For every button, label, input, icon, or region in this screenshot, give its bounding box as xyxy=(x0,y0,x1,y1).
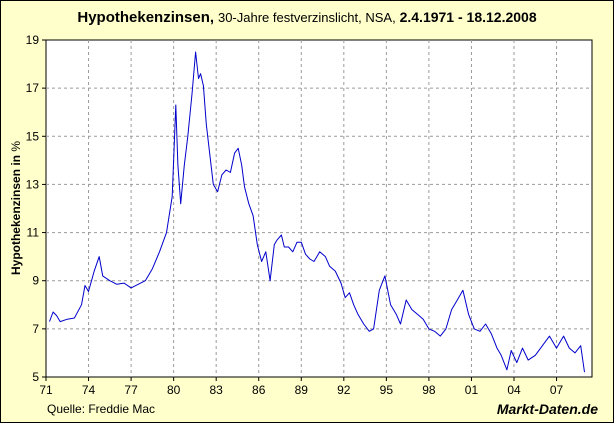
source-note: Quelle: Freddie Mac xyxy=(47,402,156,416)
chart-title-main: Hypothekenzinsen, xyxy=(77,9,215,26)
x-tick-label: 77 xyxy=(124,383,138,397)
axis-ticks: 5 7 9 11 13 15 17 19 71 74 77 80 83 86 89 92 95 98 01 04 07 xyxy=(26,33,564,397)
chart-title: Hypothekenzinsen, 30-Jahre festverzinsli… xyxy=(0,9,614,26)
x-tick-label: 95 xyxy=(380,383,394,397)
x-tick-label: 01 xyxy=(465,383,479,397)
x-tick-label: 92 xyxy=(337,383,351,397)
chart-title-sub: 30-Jahre festverzinslicht, NSA, xyxy=(217,10,396,25)
x-tick-label: 04 xyxy=(507,383,521,397)
x-tick-label: 83 xyxy=(210,383,224,397)
brand-label: Markt-Daten.de xyxy=(496,401,598,417)
y-tick-label: 5 xyxy=(32,370,39,384)
x-tick-label: 74 xyxy=(82,383,96,397)
x-tick-label: 71 xyxy=(39,383,53,397)
x-tick-label: 07 xyxy=(550,383,564,397)
chart-title-range: 2.4.1971 - 18.12.2008 xyxy=(399,9,537,25)
y-tick-label: 17 xyxy=(26,81,40,95)
y-tick-label: 15 xyxy=(26,129,40,143)
y-tick-label: 9 xyxy=(32,274,39,288)
series-layer xyxy=(49,51,585,373)
y-tick-label: 11 xyxy=(27,226,40,240)
y-tick-label: 7 xyxy=(32,322,39,336)
x-tick-label: 86 xyxy=(252,383,266,397)
series-line-mortgage-rate xyxy=(49,51,585,373)
plot-area xyxy=(45,39,593,378)
grid-lines xyxy=(46,40,592,377)
x-tick-label: 98 xyxy=(422,383,436,397)
x-tick-label: 89 xyxy=(295,383,309,397)
x-tick-label: 80 xyxy=(167,383,181,397)
y-tick-label: 19 xyxy=(26,33,40,47)
y-tick-label: 13 xyxy=(26,177,40,191)
